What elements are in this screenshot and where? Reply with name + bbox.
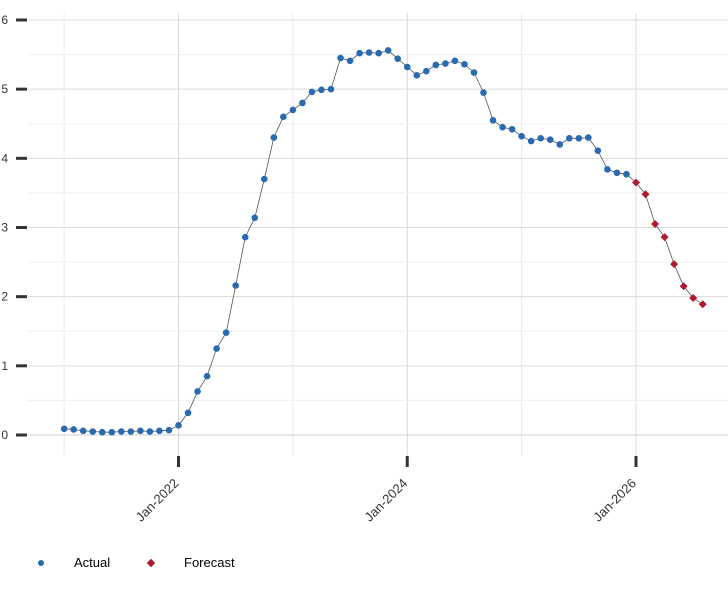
y-tick-label: 6 (1, 13, 8, 27)
actual-point (604, 166, 611, 173)
actual-point (508, 125, 516, 133)
actual-point (442, 60, 449, 67)
forecast-point (632, 178, 640, 187)
forecast-point (679, 282, 688, 291)
actual-point (403, 63, 411, 71)
actual-point (556, 141, 564, 148)
actual-point (613, 169, 621, 177)
actual-point (280, 113, 287, 121)
x-tick-label: Jan-2022 (133, 476, 182, 525)
actual-point (203, 372, 211, 380)
actual-point (489, 116, 497, 124)
actual-point (461, 60, 468, 68)
y-tick-label: 5 (1, 82, 8, 96)
actual-point (79, 427, 87, 435)
forecast-point (660, 233, 669, 242)
actual-point (175, 422, 182, 429)
line-chart-plot: 0 1 2 3 4 5 6 Jan-2022 Jan-2024 Jan-2026 (1, 13, 728, 525)
actual-point (165, 426, 173, 434)
actual-point (232, 282, 239, 289)
actual-point (518, 132, 525, 140)
forecast-point (698, 300, 707, 309)
forecast-point (689, 294, 698, 303)
actual-point (318, 86, 325, 94)
actual-point (585, 134, 592, 141)
actual-point (127, 428, 135, 435)
actual-point (413, 72, 421, 79)
legend-label-actual: Actual (74, 555, 111, 570)
actual-point (137, 427, 144, 435)
y-tick-label: 4 (1, 151, 8, 165)
actual-point (156, 427, 163, 435)
actual-point (384, 47, 392, 54)
actual-point (499, 123, 506, 131)
actual-point (327, 85, 335, 93)
actual-point (432, 61, 440, 69)
actual-point (241, 233, 249, 241)
actual-point (594, 147, 602, 155)
actual-point (89, 428, 97, 435)
actual-point (308, 88, 316, 96)
actual-point (394, 55, 402, 63)
actual-point (184, 409, 192, 417)
y-tick-label: 0 (1, 428, 8, 442)
actual-point (194, 388, 201, 395)
actual-point (213, 345, 220, 352)
actual-point (537, 134, 544, 142)
actual-point (270, 134, 278, 141)
actual-point (480, 89, 487, 96)
actual-point (337, 54, 344, 62)
legend-item-actual: Actual (34, 555, 110, 570)
diamond-marker-icon (144, 556, 158, 570)
forecast-point (670, 260, 679, 269)
actual-point (527, 137, 535, 145)
circle-marker-icon (34, 556, 48, 570)
actual-point (222, 329, 230, 336)
actual-point (470, 69, 478, 76)
legend: Actual Forecast (0, 555, 728, 575)
actual-point (118, 428, 125, 435)
actual-point (375, 49, 382, 57)
actual-point (451, 57, 459, 65)
actual-point (260, 175, 268, 183)
legend-label-forecast: Forecast (184, 555, 235, 570)
legend-item-forecast: Forecast (144, 555, 235, 570)
actual-point (108, 428, 116, 436)
actual-point (289, 106, 297, 114)
actual-point (299, 99, 306, 107)
x-tick-label: Jan-2024 (361, 476, 410, 525)
actual-point (346, 57, 354, 65)
x-tick-label: Jan-2026 (590, 476, 639, 525)
forecast-point (651, 220, 660, 229)
actual-point (546, 136, 554, 143)
actual-point (60, 425, 68, 433)
actual-point (70, 426, 77, 433)
actual-point (623, 170, 630, 178)
actual-point (98, 428, 106, 436)
actual-point (365, 49, 373, 56)
forecast-point (641, 190, 650, 199)
actual-point (146, 428, 154, 435)
y-tick-label: 2 (1, 290, 8, 304)
actual-point (356, 49, 363, 57)
actual-point (251, 214, 259, 222)
y-tick-label: 3 (1, 220, 8, 234)
series-line-actual (64, 49, 627, 433)
actual-point (575, 134, 583, 142)
actual-point (565, 134, 573, 142)
y-tick-label: 1 (1, 359, 8, 373)
actual-point (423, 67, 430, 75)
